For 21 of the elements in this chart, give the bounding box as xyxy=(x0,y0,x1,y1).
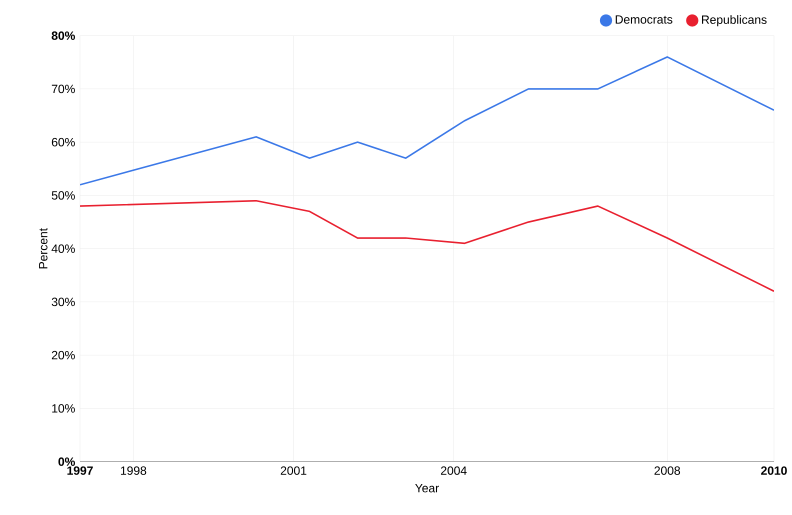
y-tick-label: 50% xyxy=(52,191,75,200)
y-tick-label: 20% xyxy=(52,351,75,360)
y-tick-label: 60% xyxy=(52,138,75,147)
x-tick-label: 2008 xyxy=(654,466,680,476)
line-series xyxy=(80,56,774,186)
x-tick-label: 2004 xyxy=(440,466,467,476)
y-tick-label: 40% xyxy=(52,244,75,254)
x-tick-label: 1998 xyxy=(120,466,146,476)
x-axis-title: Year xyxy=(415,484,439,493)
line-series xyxy=(80,200,774,292)
legend-label: Democrats xyxy=(616,16,672,24)
y-tick-label: 70% xyxy=(52,84,75,94)
y-axis-title: Percent xyxy=(39,228,48,269)
y-tick-label: 30% xyxy=(52,298,75,306)
x-tick-label: 1997 xyxy=(67,466,93,476)
y-tick-label: 0% xyxy=(58,458,75,466)
x-tick-label: 2001 xyxy=(280,466,306,476)
legend-label: Republicans xyxy=(702,15,767,26)
x-tick-label: 2010 xyxy=(761,466,787,476)
y-tick-label: 10% xyxy=(52,404,75,413)
y-tick-label: 80% xyxy=(52,32,75,40)
